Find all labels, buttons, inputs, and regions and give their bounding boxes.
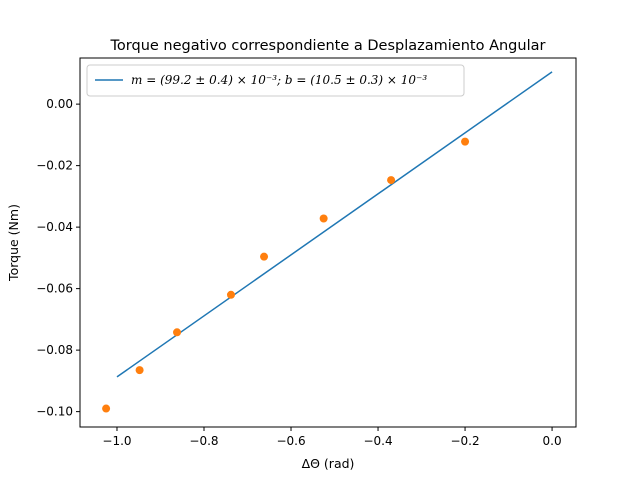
y-tick-label: 0.00: [46, 97, 73, 111]
chart-title: Torque negativo correspondiente a Despla…: [110, 38, 546, 54]
data-point: [319, 214, 328, 223]
data-point: [102, 404, 111, 413]
plot-area: [102, 71, 553, 413]
x-axis: −1.0 −0.8 −0.6 −0.4 −0.2 0.0: [102, 427, 562, 448]
x-tick-label: −0.2: [450, 434, 479, 448]
x-tick-label: −0.4: [363, 434, 392, 448]
y-tick-label: −0.08: [36, 343, 73, 357]
data-point: [226, 290, 235, 299]
fit-line: [116, 71, 553, 378]
x-tick-label: −0.8: [189, 434, 218, 448]
legend: m = (99.2 ± 0.4) × 10⁻³; b = (10.5 ± 0.3…: [86, 64, 465, 97]
x-tick-label: 0.0: [543, 434, 562, 448]
data-point: [260, 252, 269, 261]
axes-frame: [79, 57, 577, 428]
y-tick-label: −0.06: [36, 282, 73, 296]
legend-entry-fit: m = (99.2 ± 0.4) × 10⁻³; b = (10.5 ± 0.3…: [131, 73, 427, 87]
x-tick-label: −0.6: [276, 434, 305, 448]
y-axis: −0.10 −0.08 −0.06 −0.04 −0.02 0.00: [36, 97, 80, 419]
x-tick-label: −1.0: [102, 434, 131, 448]
y-tick-label: −0.02: [36, 159, 73, 173]
data-point: [173, 328, 182, 337]
y-axis-label: Torque (Nm): [6, 204, 21, 282]
y-tick-label: −0.10: [36, 405, 73, 419]
x-axis-label: ΔΘ (rad): [302, 456, 355, 471]
data-point: [461, 137, 470, 146]
y-tick-label: −0.04: [36, 220, 73, 234]
data-point: [387, 176, 396, 185]
legend-box: [86, 64, 465, 97]
data-point: [135, 366, 144, 375]
